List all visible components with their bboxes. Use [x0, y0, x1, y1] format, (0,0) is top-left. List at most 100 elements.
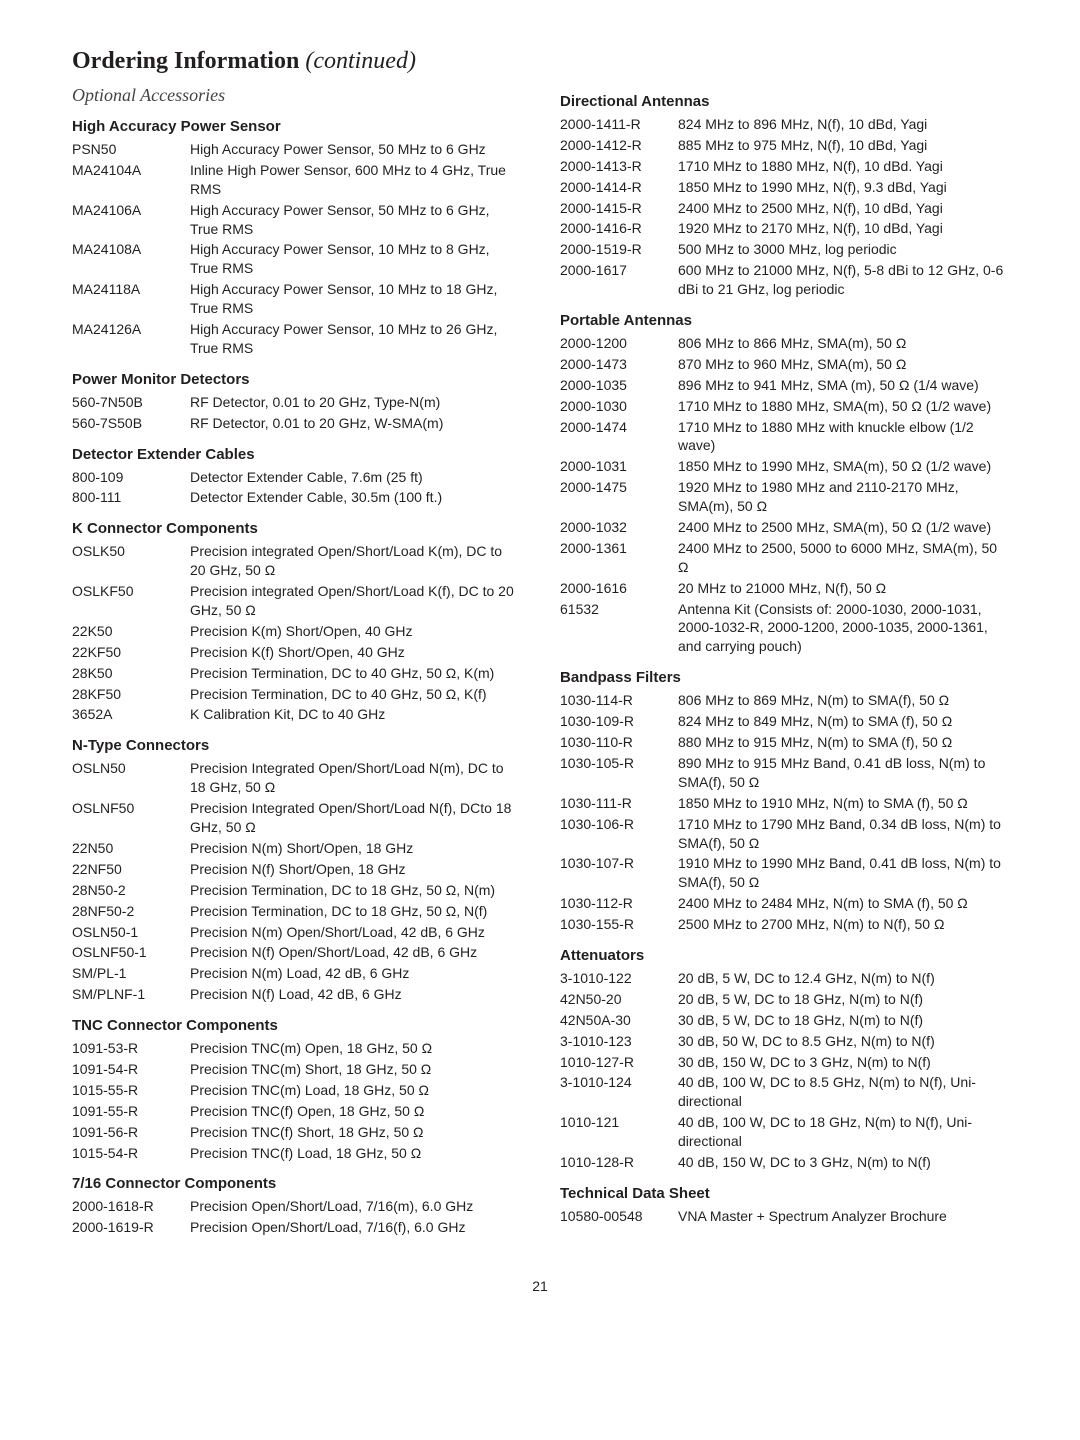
part-description: 890 MHz to 915 MHz Band, 0.41 dB loss, N…: [678, 754, 1008, 792]
part-number: 2000-1030: [560, 397, 678, 416]
part-description: 40 dB, 100 W, DC to 8.5 GHz, N(m) to N(f…: [678, 1073, 1008, 1111]
part-description: 30 dB, 150 W, DC to 3 GHz, N(m) to N(f): [678, 1053, 1008, 1072]
part-number: 560-7N50B: [72, 393, 190, 412]
part-description: Precision K(f) Short/Open, 40 GHz: [190, 643, 520, 662]
part-description: 824 MHz to 896 MHz, N(f), 10 dBd, Yagi: [678, 115, 1008, 134]
product-row: 2000-1413-R1710 MHz to 1880 MHz, N(f), 1…: [560, 156, 1008, 177]
product-row: 2000-1617600 MHz to 21000 MHz, N(f), 5-8…: [560, 260, 1008, 300]
part-number: 2000-1412-R: [560, 136, 678, 155]
product-row: OSLNF50Precision Integrated Open/Short/L…: [72, 798, 520, 838]
product-row: 1091-56-RPrecision TNC(f) Short, 18 GHz,…: [72, 1122, 520, 1143]
part-number: 1030-105-R: [560, 754, 678, 773]
part-number: 1030-155-R: [560, 915, 678, 934]
product-row: 2000-1411-R824 MHz to 896 MHz, N(f), 10 …: [560, 114, 1008, 135]
product-row: 1015-54-RPrecision TNC(f) Load, 18 GHz, …: [72, 1143, 520, 1164]
product-row: OSLN50Precision Integrated Open/Short/Lo…: [72, 758, 520, 798]
product-row: 560-7N50BRF Detector, 0.01 to 20 GHz, Ty…: [72, 392, 520, 413]
part-number: OSLKF50: [72, 582, 190, 601]
part-description: 40 dB, 100 W, DC to 18 GHz, N(m) to N(f)…: [678, 1113, 1008, 1151]
part-number: 1030-106-R: [560, 815, 678, 834]
part-description: High Accuracy Power Sensor, 10 MHz to 8 …: [190, 240, 520, 278]
part-number: 1091-53-R: [72, 1039, 190, 1058]
product-row: 2000-1416-R1920 MHz to 2170 MHz, N(f), 1…: [560, 218, 1008, 239]
part-description: Precision TNC(f) Load, 18 GHz, 50 Ω: [190, 1144, 520, 1163]
product-row: MA24126AHigh Accuracy Power Sensor, 10 M…: [72, 319, 520, 359]
part-number: 2000-1032: [560, 518, 678, 537]
part-description: Precision TNC(m) Load, 18 GHz, 50 Ω: [190, 1081, 520, 1100]
part-number: 2000-1617: [560, 261, 678, 280]
product-row: 800-109Detector Extender Cable, 7.6m (25…: [72, 467, 520, 488]
title-continued: (continued): [299, 48, 416, 74]
product-row: 1015-55-RPrecision TNC(m) Load, 18 GHz, …: [72, 1080, 520, 1101]
part-description: 1920 MHz to 2170 MHz, N(f), 10 dBd, Yagi: [678, 219, 1008, 238]
product-row: 1030-111-R1850 MHz to 1910 MHz, N(m) to …: [560, 793, 1008, 814]
part-description: 30 dB, 50 W, DC to 8.5 GHz, N(m) to N(f): [678, 1032, 1008, 1051]
part-description: 880 MHz to 915 MHz, N(m) to SMA (f), 50 …: [678, 733, 1008, 752]
section-header: N-Type Connectors: [72, 737, 520, 754]
section-header: Directional Antennas: [560, 93, 1008, 110]
product-row: 42N50-2020 dB, 5 W, DC to 18 GHz, N(m) t…: [560, 989, 1008, 1010]
part-number: 2000-1616: [560, 579, 678, 598]
part-number: 1015-55-R: [72, 1081, 190, 1100]
part-description: 896 MHz to 941 MHz, SMA (m), 50 Ω (1/4 w…: [678, 376, 1008, 395]
product-row: 10580-00548VNA Master + Spectrum Analyze…: [560, 1206, 1008, 1227]
product-row: MA24108AHigh Accuracy Power Sensor, 10 M…: [72, 239, 520, 279]
part-description: High Accuracy Power Sensor, 50 MHz to 6 …: [190, 201, 520, 239]
product-row: 2000-1619-RPrecision Open/Short/Load, 7/…: [72, 1217, 520, 1238]
section-header: Portable Antennas: [560, 312, 1008, 329]
product-row: 1030-155-R2500 MHz to 2700 MHz, N(m) to …: [560, 914, 1008, 935]
product-row: 1091-53-RPrecision TNC(m) Open, 18 GHz, …: [72, 1038, 520, 1059]
part-number: 1091-56-R: [72, 1123, 190, 1142]
part-number: 2000-1414-R: [560, 178, 678, 197]
part-number: 1030-109-R: [560, 712, 678, 731]
part-description: Precision TNC(m) Short, 18 GHz, 50 Ω: [190, 1060, 520, 1079]
part-number: 28K50: [72, 664, 190, 683]
product-row: 2000-1412-R885 MHz to 975 MHz, N(f), 10 …: [560, 135, 1008, 156]
part-description: Detector Extender Cable, 7.6m (25 ft): [190, 468, 520, 487]
part-number: 2000-1519-R: [560, 240, 678, 259]
product-row: 2000-1415-R2400 MHz to 2500 MHz, N(f), 1…: [560, 198, 1008, 219]
product-row: 3-1010-12330 dB, 50 W, DC to 8.5 GHz, N(…: [560, 1031, 1008, 1052]
part-description: 1850 MHz to 1910 MHz, N(m) to SMA (f), 5…: [678, 794, 1008, 813]
section-header: Detector Extender Cables: [72, 446, 520, 463]
part-description: 1910 MHz to 1990 MHz Band, 0.41 dB loss,…: [678, 854, 1008, 892]
part-description: RF Detector, 0.01 to 20 GHz, W-SMA(m): [190, 414, 520, 433]
product-row: 42N50A-3030 dB, 5 W, DC to 18 GHz, N(m) …: [560, 1010, 1008, 1031]
part-description: 1850 MHz to 1990 MHz, SMA(m), 50 Ω (1/2 …: [678, 457, 1008, 476]
part-description: Precision N(m) Short/Open, 18 GHz: [190, 839, 520, 858]
part-description: Precision TNC(m) Open, 18 GHz, 50 Ω: [190, 1039, 520, 1058]
product-row: 1030-114-R806 MHz to 869 MHz, N(m) to SM…: [560, 690, 1008, 711]
part-description: 2400 MHz to 2484 MHz, N(m) to SMA (f), 5…: [678, 894, 1008, 913]
product-row: MA24104AInline High Power Sensor, 600 MH…: [72, 160, 520, 200]
part-number: MA24106A: [72, 201, 190, 220]
page-number: 21: [72, 1278, 1008, 1294]
part-description: 20 dB, 5 W, DC to 12.4 GHz, N(m) to N(f): [678, 969, 1008, 988]
part-number: 2000-1413-R: [560, 157, 678, 176]
part-number: 1030-111-R: [560, 794, 678, 813]
product-row: 22N50Precision N(m) Short/Open, 18 GHz: [72, 838, 520, 859]
part-description: 885 MHz to 975 MHz, N(f), 10 dBd, Yagi: [678, 136, 1008, 155]
product-row: 800-111Detector Extender Cable, 30.5m (1…: [72, 487, 520, 508]
part-description: 806 MHz to 869 MHz, N(m) to SMA(f), 50 Ω: [678, 691, 1008, 710]
part-description: Precision Termination, DC to 40 GHz, 50 …: [190, 664, 520, 683]
product-row: OSLKF50Precision integrated Open/Short/L…: [72, 581, 520, 621]
part-description: Precision TNC(f) Short, 18 GHz, 50 Ω: [190, 1123, 520, 1142]
part-description: Precision N(f) Short/Open, 18 GHz: [190, 860, 520, 879]
product-row: 2000-10322400 MHz to 2500 MHz, SMA(m), 5…: [560, 517, 1008, 538]
part-number: 2000-1618-R: [72, 1197, 190, 1216]
part-description: Precision Open/Short/Load, 7/16(f), 6.0 …: [190, 1218, 520, 1237]
part-number: 2000-1035: [560, 376, 678, 395]
section-header: Attenuators: [560, 947, 1008, 964]
part-description: Precision K(m) Short/Open, 40 GHz: [190, 622, 520, 641]
part-description: Precision N(m) Open/Short/Load, 42 dB, 6…: [190, 923, 520, 942]
product-row: 3652AK Calibration Kit, DC to 40 GHz: [72, 704, 520, 725]
section-header: High Accuracy Power Sensor: [72, 118, 520, 135]
left-column: Optional Accessories High Accuracy Power…: [72, 81, 520, 1238]
product-row: 1091-55-RPrecision TNC(f) Open, 18 GHz, …: [72, 1101, 520, 1122]
part-description: Precision N(m) Load, 42 dB, 6 GHz: [190, 964, 520, 983]
product-row: MA24118AHigh Accuracy Power Sensor, 10 M…: [72, 279, 520, 319]
product-row: 61532Antenna Kit (Consists of: 2000-1030…: [560, 599, 1008, 658]
product-row: 2000-161620 MHz to 21000 MHz, N(f), 50 Ω: [560, 578, 1008, 599]
part-description: Inline High Power Sensor, 600 MHz to 4 G…: [190, 161, 520, 199]
product-row: 28N50-2Precision Termination, DC to 18 G…: [72, 880, 520, 901]
